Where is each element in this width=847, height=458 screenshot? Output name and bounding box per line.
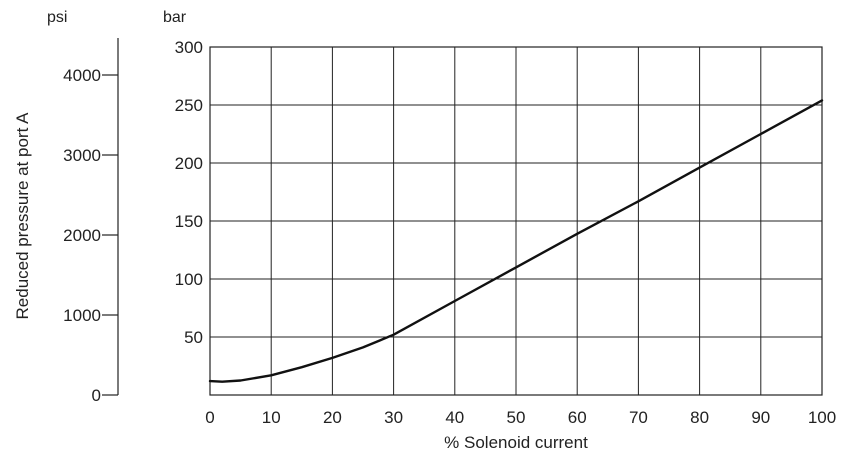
- x-axis-label: % Solenoid current: [444, 433, 588, 452]
- grid: [210, 47, 822, 395]
- x-tick-label: 100: [808, 408, 836, 427]
- psi-unit-label: psi: [47, 9, 67, 26]
- y-tick-label: 100: [175, 270, 203, 289]
- psi-tick-label: 1000: [63, 306, 101, 325]
- x-tick-label: 40: [445, 408, 464, 427]
- y-tick-labels: 50 100 150 200 250 300: [175, 38, 203, 347]
- x-tick-label: 50: [507, 408, 526, 427]
- psi-tick-label: 0: [92, 386, 101, 405]
- x-tick-label: 90: [751, 408, 770, 427]
- bar-unit-label: bar: [163, 9, 187, 26]
- plot-frame: [209, 46, 823, 396]
- x-tick-label: 80: [690, 408, 709, 427]
- x-tick-label: 30: [384, 408, 403, 427]
- curve-layer: [208, 99, 824, 383]
- y-tick-label: 150: [175, 212, 203, 231]
- y-tick-label: 50: [184, 328, 203, 347]
- psi-tick-label: 3000: [63, 146, 101, 165]
- psi-tick-label: 2000: [63, 226, 101, 245]
- x-tick-label: 70: [629, 408, 648, 427]
- psi-tick-label: 4000: [63, 66, 101, 85]
- psi-tick-labels: 0 1000 2000 3000 4000: [63, 66, 118, 405]
- y-tick-label: 200: [175, 154, 203, 173]
- y-tick-label: 300: [175, 38, 203, 57]
- x-tick-label: 60: [568, 408, 587, 427]
- y-tick-label: 250: [175, 96, 203, 115]
- x-tick-labels: 0 10 20 30 40 50 60 70 80 90 100: [205, 408, 836, 427]
- x-tick-label: 20: [323, 408, 342, 427]
- x-tick-label: 10: [262, 408, 281, 427]
- x-tick-label: 0: [205, 408, 214, 427]
- pressure-curve: [208, 99, 824, 383]
- y-axis-label: Reduced pressure at port A: [13, 112, 32, 320]
